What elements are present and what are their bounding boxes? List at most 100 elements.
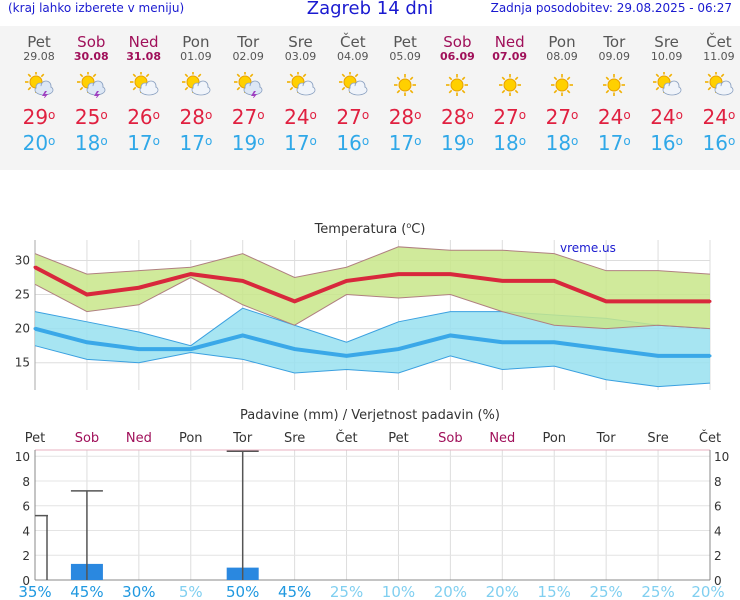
probability-label: 45%	[278, 583, 311, 600]
max-point	[33, 265, 37, 269]
y-tick-label-left: 2	[22, 549, 30, 563]
day-date: 04.09	[337, 50, 369, 63]
day-name: Pon	[548, 33, 576, 51]
x-tick-label: Sre	[647, 431, 668, 446]
last-update: Zadnja posodobitev: 29.08.2025 - 06:27	[490, 1, 732, 15]
max-temperature: 26o	[118, 104, 170, 130]
y-tick-label-right: 4	[714, 524, 722, 538]
max-point	[189, 272, 193, 276]
sun-ray	[462, 76, 466, 81]
degree-sign: o	[257, 108, 265, 122]
x-tick-label: Sob	[438, 431, 462, 446]
lightning-bolt	[42, 91, 48, 98]
lightning-bolt	[251, 91, 258, 98]
max-value: 25	[74, 105, 101, 129]
min-point	[604, 347, 608, 351]
sun-ray	[462, 89, 466, 94]
max-temperature: 24o	[641, 104, 693, 130]
max-temperature: 27o	[536, 104, 588, 130]
max-point	[293, 299, 297, 303]
max-value: 24	[702, 105, 728, 129]
day-column: Sre 10.09 24o 16o	[641, 26, 693, 156]
min-temperature: 19o	[222, 130, 274, 156]
y-tick-label-right: 10	[714, 450, 729, 464]
max-temperature: 28o	[379, 104, 431, 130]
min-temperature: 18o	[536, 130, 588, 156]
day-column: Pon 08.09 27o 18o	[536, 26, 588, 156]
day-name: Pet	[393, 33, 417, 51]
max-value: 24	[650, 105, 676, 129]
sun-disc	[607, 78, 621, 92]
day-date: 31.08	[126, 50, 161, 63]
sun-ray	[619, 89, 623, 94]
max-temperature-line	[34, 265, 710, 304]
min-temperature: 16o	[641, 130, 693, 156]
sun-cloud-icon	[181, 72, 211, 96]
day-date: 02.09	[232, 50, 264, 63]
y-tick-label: 25	[15, 288, 30, 302]
max-point	[552, 279, 556, 283]
max-point	[708, 299, 712, 303]
min-value: 18	[493, 131, 519, 155]
min-value: 17	[284, 131, 310, 155]
sun-ray	[720, 73, 725, 78]
sun-ray	[132, 73, 136, 78]
probability-label: 25%	[330, 583, 363, 600]
degree-sign: o	[100, 134, 108, 148]
day-column: Sob 30.08 25o 18o	[65, 26, 117, 156]
sun-cloud-icon	[652, 72, 681, 96]
sun-shape	[603, 74, 626, 96]
max-temperature: 24o	[693, 104, 740, 130]
y-tick-label: 20	[15, 322, 30, 336]
min-temperature: 19o	[431, 130, 483, 156]
location-hint[interactable]: (kraj lahko izberete v meniju)	[8, 1, 185, 15]
sun-ray	[449, 76, 453, 81]
chart-title: Padavine (mm) / Verjetnost padavin (%)	[240, 408, 500, 423]
degree-sign: o	[204, 134, 213, 148]
cloud-shape	[348, 80, 368, 96]
max-value: 27	[493, 105, 519, 129]
sun-cloud-icon	[338, 72, 368, 96]
min-point	[189, 347, 193, 351]
max-value: 27	[231, 105, 258, 129]
min-temperature: 16o	[327, 130, 379, 156]
min-value: 20	[22, 131, 49, 155]
degree-sign: o	[675, 134, 683, 148]
day-name: Sob	[77, 33, 106, 51]
max-point	[604, 299, 608, 303]
day-date: 07.09	[492, 50, 528, 63]
min-temperature: 17o	[275, 130, 327, 156]
sun-ray	[27, 73, 32, 78]
sun-disc	[450, 78, 464, 92]
max-value: 27	[336, 105, 362, 129]
cloud-shape	[243, 80, 263, 98]
day-date: 29.08	[23, 50, 55, 63]
day-column: Pet 05.09 28o 17o	[379, 26, 431, 156]
max-value: 28	[179, 105, 205, 129]
sun-shape	[394, 74, 417, 96]
day-name: Čet	[706, 33, 732, 51]
day-date: 10.09	[650, 50, 683, 63]
sun-ray	[409, 89, 414, 94]
x-tick-label: Čet	[699, 430, 721, 446]
min-value: 16	[702, 131, 728, 155]
cloud-shape	[34, 80, 54, 98]
temperature-chart: Temperatura (oC) 15 20 25 30 vreme.us	[15, 221, 712, 390]
min-point	[345, 354, 349, 358]
degree-sign: o	[623, 134, 631, 148]
sun-ray	[605, 89, 610, 94]
max-value: 26	[127, 105, 153, 129]
cloud-shape	[139, 80, 158, 96]
sun-shape	[551, 74, 573, 96]
probability-label: 25%	[641, 583, 674, 600]
day-column: Sre 03.09 24o 17o	[275, 26, 327, 156]
sun-ray	[396, 76, 401, 81]
x-tick-label: Tor	[596, 431, 617, 446]
sun-ray	[553, 76, 558, 81]
y-tick-label-left: 10	[15, 450, 30, 464]
degree-sign: o	[518, 134, 527, 148]
min-value: 19	[231, 131, 258, 155]
min-value: 17	[179, 131, 205, 155]
x-tick-label: Pon	[542, 431, 566, 446]
precipitation-chart: Padavine (mm) / Verjetnost padavin (%) Pe…	[15, 408, 730, 600]
